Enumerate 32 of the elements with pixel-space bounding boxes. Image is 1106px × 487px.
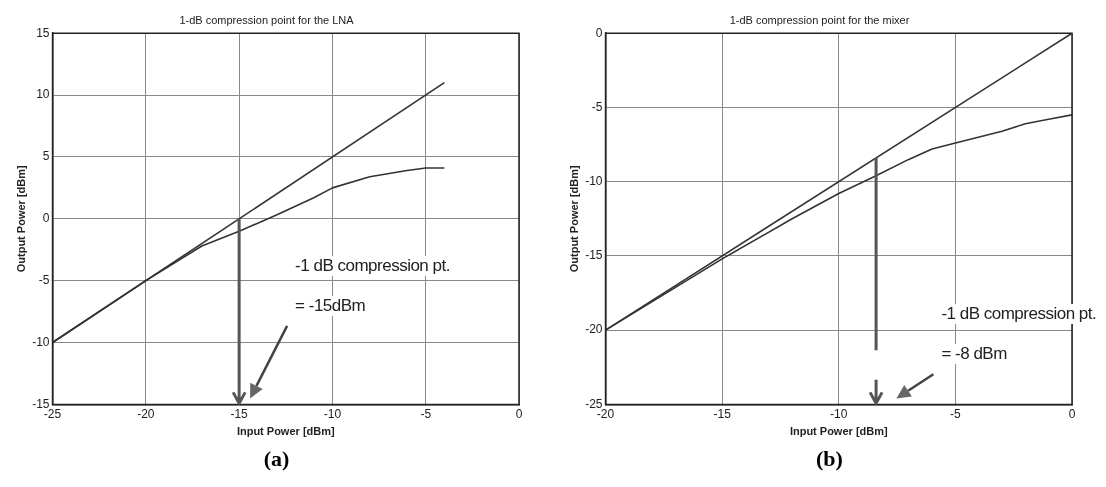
y-tick-label: 5 (42, 149, 50, 164)
annotation: -1 dB compression pt. (295, 255, 450, 276)
annotation: = -8 dBm (941, 344, 1007, 365)
x-tick-label: -20 (137, 406, 155, 421)
chart-title: 1-dB compression point for the LNA (179, 13, 355, 26)
y-axis-title: Output Power [dBm] (567, 165, 580, 273)
y-tick-label: -15 (585, 248, 603, 263)
x-tick-label: 0 (515, 406, 523, 421)
y-tick-label: -5 (38, 272, 50, 287)
x-tick-label: -5 (950, 406, 962, 421)
y-tick-label: -10 (32, 334, 50, 349)
x-tick-label: -10 (830, 406, 848, 421)
annotation: = -15dBm (295, 295, 366, 316)
y-tick-label: 0 (42, 211, 50, 226)
y-tick-label: 15 (36, 25, 50, 40)
x-tick-label: 0 (1068, 406, 1076, 421)
x-tick-label: -5 (420, 406, 432, 421)
y-tick-label: 10 (36, 87, 50, 102)
y-tick-label: -10 (585, 173, 603, 188)
x-axis-title: Input Power [dBm] (236, 425, 335, 438)
y-tick-label: -5 (591, 99, 603, 114)
x-tick-label: -15 (230, 406, 249, 421)
y-axis-title: Output Power [dBm] (14, 165, 27, 273)
x-axis-title: Input Power [dBm] (789, 425, 888, 438)
chart-title: 1-dB compression point for the mixer (729, 13, 910, 26)
y-tick-label: -20 (585, 322, 603, 337)
annotation: -1 dB compression pt. (941, 304, 1097, 325)
x-tick-label: -10 (323, 406, 342, 421)
y-tick-label: 0 (595, 25, 603, 40)
x-tick-label: -15 (713, 406, 732, 421)
text: (a) (262, 446, 291, 472)
text: (b) (815, 446, 844, 472)
